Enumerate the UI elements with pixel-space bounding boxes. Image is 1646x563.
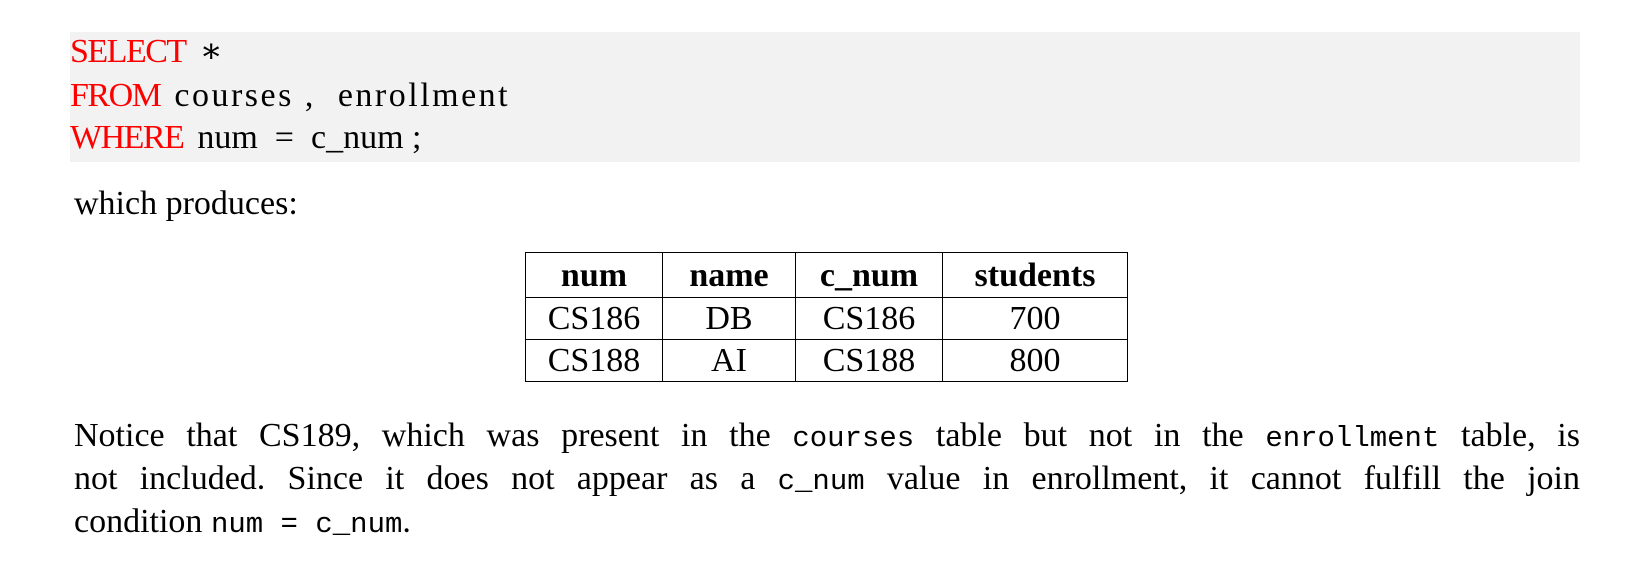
notice-text: table but not in the [914,417,1266,454]
notice-text: table, is [1439,417,1580,454]
sql-code-text: ∗ [199,33,226,70]
inline-code: c_num [777,465,865,498]
notice-text: value in enrollment, it cannot fulfill t… [864,460,1580,497]
result-table: num name c_num students CS186 DB CS186 7… [525,252,1128,382]
column-header: students [942,252,1128,298]
inline-code: enrollment [1265,422,1440,455]
table-cell: CS188 [525,339,663,382]
sql-keyword: FROM [70,77,162,114]
notice-text: . [402,503,411,540]
inline-code: num = c_num [210,508,403,541]
sql-line-from: FROM courses , enrollment [70,76,510,116]
notice-line: condition num = c_num. [74,500,1580,543]
table-cell: DB [662,297,796,340]
sql-keyword: SELECT [70,33,187,70]
sql-code-block: SELECT ∗ FROM courses , enrollment WHERE nu… [70,32,1580,162]
table-cell: 700 [942,297,1128,340]
sql-line-select: SELECT ∗ [70,32,225,72]
notice-line: Notice that CS189, which was present in … [74,414,1580,457]
column-header: num [525,252,663,298]
table-header-row: num name c_num students [525,252,1128,298]
table-cell: AI [662,339,796,382]
sql-line-where: WHERE num = c_num ; [70,118,421,158]
table-row: CS186 DB CS186 700 [525,297,1128,340]
sql-code-text: courses , enrollment [174,77,511,114]
table-cell: CS186 [795,297,943,340]
notice-text: not included. Since it does not appear a… [74,460,778,497]
table-row: CS188 AI CS188 800 [525,339,1128,382]
intro-paragraph: which produces: [74,185,298,222]
notice-line: not included. Since it does not appear a… [74,457,1580,500]
table-cell: 800 [942,339,1128,382]
notice-paragraph: Notice that CS189, which was present in … [74,414,1580,543]
notice-text: condition [74,503,211,540]
sql-code-text: num = c_num ; [197,119,422,156]
sql-keyword: WHERE [70,119,185,156]
table-cell: CS188 [795,339,943,382]
notice-text: Notice that CS189, which was present in … [74,417,793,454]
column-header: c_num [795,252,943,298]
inline-code: courses [792,422,915,455]
column-header: name [662,252,796,298]
table-cell: CS186 [525,297,663,340]
